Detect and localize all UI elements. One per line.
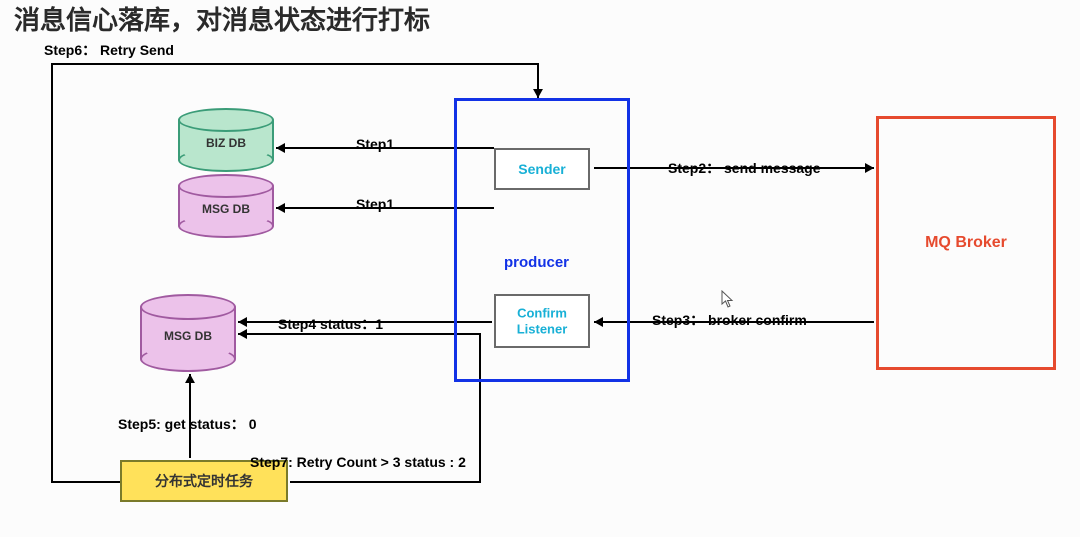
mq-broker-box: MQ Broker [876,116,1056,370]
confirm-listener-label: Confirm Listener [496,305,588,336]
mouse-cursor-icon [721,290,735,308]
msg-db-cylinder-1-label: MSG DB [178,202,274,216]
edge-step1-biz-arrowhead-icon [276,143,285,153]
scheduled-task-label: 分布式定时任务 [122,471,286,491]
edge-label-step7: Step7: Retry Count > 3 status : 2 [250,454,466,470]
edge-step1-msg-arrowhead-icon [276,203,285,213]
biz-db-cylinder-label: BIZ DB [178,136,274,150]
edge-label-step6: Step6： Retry Send [44,40,174,60]
edge-step7-retry3-arrowhead-icon [238,329,247,339]
edge-step6-retry-arrowhead-icon [533,89,543,98]
msg-db-cylinder-1: MSG DB [178,174,274,238]
sender-label: Sender [496,161,588,177]
diagram-title: 消息信心落库，对消息状态进行打标 [14,0,430,37]
edge-label-step3: Step3： broker confirm [652,310,807,330]
edge-label-step1b: Step1 [356,196,394,212]
msg-db-cylinder-2: MSG DB [140,294,236,372]
edge-label-step4: Step4 status：1 [278,314,383,334]
confirm-listener-box: Confirm Listener [494,294,590,348]
edge-step5-get-arrowhead-icon [185,374,195,383]
diagram-canvas: 消息信心落库，对消息状态进行打标 producer Sender Confirm L… [0,0,1080,537]
edge-label-step1a: Step1 [356,136,394,152]
mq-broker-label: MQ Broker [879,234,1053,252]
edge-label-step2: Step2： send message [668,158,821,178]
edge-label-step5: Step5: get status： 0 [118,414,256,434]
msg-db-cylinder-2-label: MSG DB [140,329,236,343]
producer-label: producer [504,254,569,271]
edge-step2-send-arrowhead-icon [865,163,874,173]
sender-box: Sender [494,148,590,190]
edge-step4-status1-arrowhead-icon [238,317,247,327]
biz-db-cylinder: BIZ DB [178,108,274,172]
